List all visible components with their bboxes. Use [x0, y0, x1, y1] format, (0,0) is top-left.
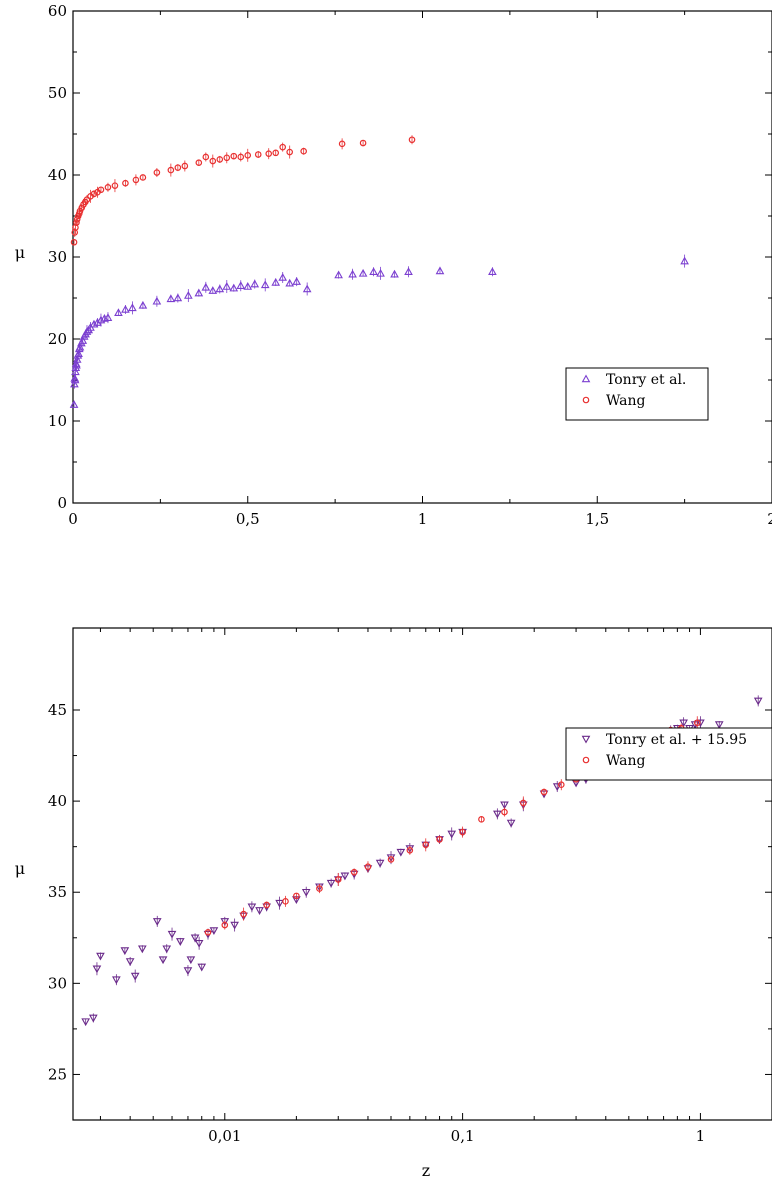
- legend-label: Wang: [606, 753, 646, 769]
- x-tick-label: 1: [418, 510, 428, 528]
- y-tick-label: 30: [48, 248, 67, 266]
- x-tick-label: 0,1: [451, 1127, 475, 1145]
- y-tick-label: 35: [48, 883, 67, 901]
- plot-frame: [73, 628, 772, 1120]
- y-tick-label: 0: [57, 494, 67, 512]
- legend-label: Tonry et al.: [606, 372, 686, 388]
- x-tick-label: 0: [68, 510, 78, 528]
- y-axis-title: μ: [15, 859, 25, 878]
- y-tick-label: 30: [48, 974, 67, 992]
- x-tick-label: 1: [696, 1127, 706, 1145]
- legend-label: Wang: [606, 393, 646, 409]
- y-tick-label: 50: [48, 84, 67, 102]
- y-tick-label: 60: [48, 2, 67, 20]
- chart-top: 0 10 20 30 40 50 60 0 0,5 1 1,5 2 μ Tonry et al. Wang: [15, 2, 772, 528]
- legend-label: Tonry et al. + 15.95: [606, 732, 747, 748]
- series-wang: [71, 135, 414, 245]
- plot-frame: [73, 11, 772, 503]
- y-axis-title: μ: [15, 243, 25, 262]
- y-tick-label: 40: [48, 792, 67, 810]
- x-tick-label: 0,5: [236, 510, 260, 528]
- chart-bottom: 25 30 35 40 45 0,01 0,1 1 μ z Tonry et al. + 15.95…: [15, 628, 772, 1180]
- x-axis-title: z: [422, 1161, 430, 1180]
- x-tick-label: 1,5: [585, 510, 609, 528]
- y-tick-label: 25: [48, 1065, 67, 1083]
- y-tick-label: 40: [48, 166, 67, 184]
- x-tick-label: 2: [767, 510, 772, 528]
- y-tick-label: 45: [48, 701, 67, 719]
- y-tick-label: 20: [48, 330, 67, 348]
- y-tick-label: 10: [48, 412, 67, 430]
- x-tick-label: 0,01: [208, 1127, 241, 1145]
